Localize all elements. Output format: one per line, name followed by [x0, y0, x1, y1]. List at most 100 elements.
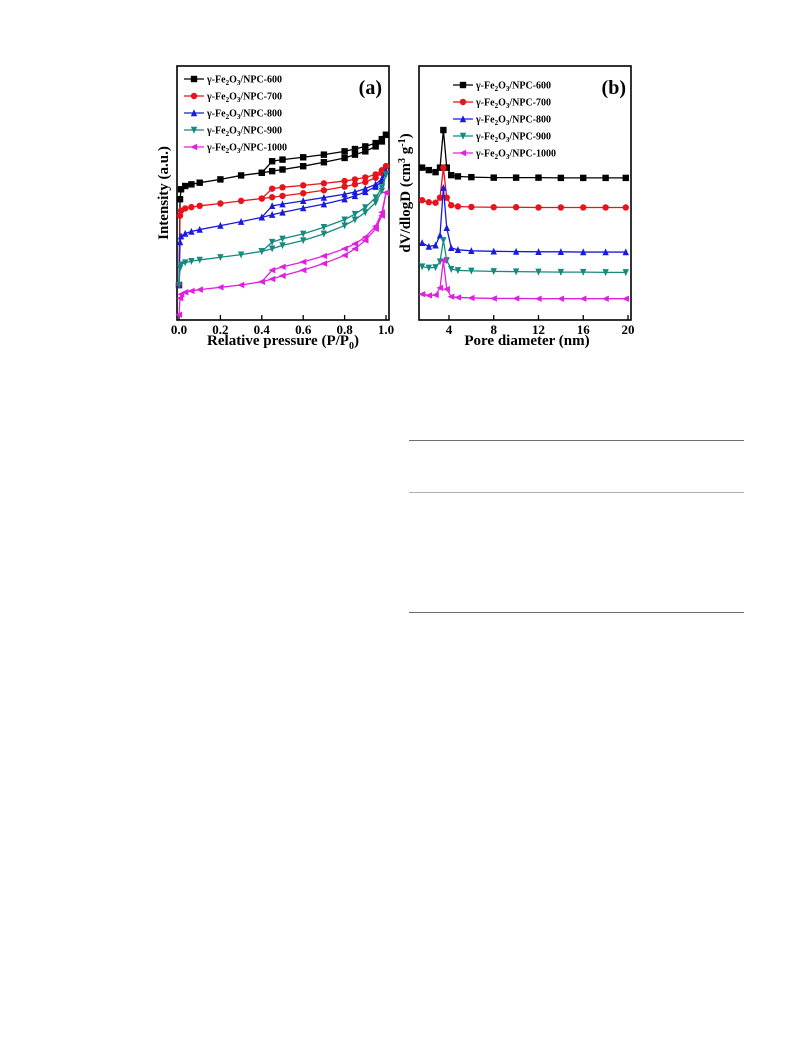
legend-entry: γ-Fe2O3/NPC-700 — [184, 92, 282, 104]
data-point — [512, 268, 520, 276]
legend-text-part: 2 — [226, 96, 230, 104]
legend-label: γ-Fe2O3/NPC-1000 — [206, 143, 287, 156]
data-point — [448, 244, 455, 252]
data-point — [268, 211, 276, 218]
data-point — [217, 254, 224, 261]
series-γ-Fe2O3/NPC-1000 — [418, 257, 629, 302]
data-point — [351, 216, 359, 224]
data-point — [268, 238, 276, 246]
data-point — [268, 158, 276, 165]
data-point — [468, 267, 475, 275]
panel-b-ylabel-end: ) — [398, 133, 414, 138]
x-tick-label: 0.6 — [295, 322, 312, 337]
panel-a-legend: γ-Fe2O3/NPC-600 γ-Fe2O3/NPC-700 γ-Fe2O3/NP… — [184, 75, 287, 156]
x-tick-label: 0.2 — [212, 322, 228, 337]
data-point — [372, 139, 379, 147]
legend-text-part: 2 — [226, 113, 230, 121]
data-point — [237, 281, 245, 289]
data-point — [279, 192, 286, 200]
data-point — [362, 143, 369, 150]
legend-text-part: 2 — [495, 136, 499, 144]
data-point — [378, 209, 386, 216]
legend-marker — [459, 81, 467, 89]
legend-text-part: O — [229, 126, 237, 137]
data-point — [341, 177, 348, 185]
data-point — [279, 166, 286, 173]
x-tick-label: 16 — [577, 322, 591, 337]
distribution-line — [421, 260, 626, 300]
data-point — [279, 184, 286, 191]
legend-text-part: γ-Fe — [475, 81, 495, 92]
data-point — [300, 204, 307, 212]
data-point — [418, 197, 426, 204]
data-point — [181, 289, 189, 296]
data-point — [418, 164, 426, 171]
x-tick-label: 0.8 — [336, 322, 353, 337]
data-point — [425, 242, 433, 250]
data-point — [448, 265, 455, 273]
data-point — [351, 181, 359, 188]
data-point — [372, 180, 379, 188]
legend-entry: γ-Fe2O3/NPC-600 — [453, 81, 551, 93]
legend-marker — [190, 109, 198, 117]
x-tick-label: 0.4 — [254, 322, 271, 337]
legend-text-part: γ-Fe — [206, 143, 226, 154]
data-point — [341, 216, 348, 224]
panel-a-xticks: 0.0 0.2 0.4 0.6 0.8 1.0 — [171, 315, 394, 337]
panel-b-ylabel: dV/dlogD (cm3 g-1) — [397, 133, 414, 252]
legend-label: γ-Fe2O3/NPC-600 — [206, 75, 282, 88]
legend-label: γ-Fe2O3/NPC-800 — [475, 115, 551, 128]
data-point — [512, 247, 520, 255]
data-point — [622, 248, 629, 256]
data-point — [176, 265, 184, 273]
legend-marker — [459, 132, 467, 140]
legend-text-part: 2 — [495, 102, 499, 110]
legend-marker — [190, 75, 198, 83]
legend-marker — [190, 126, 198, 134]
data-point — [448, 202, 455, 209]
data-point — [300, 230, 307, 238]
data-point — [177, 232, 185, 240]
data-point — [279, 208, 286, 216]
table-top-rule — [409, 440, 744, 441]
data-point — [320, 260, 328, 267]
data-point — [216, 284, 224, 291]
legend-text-part: γ-Fe — [475, 132, 495, 143]
panel-b-ylabel-mid: g — [398, 146, 414, 158]
legend-text-part: O — [498, 115, 506, 126]
panel-b: (b) dV/dlogD (cm3 g-1) Pore diameter (nm… — [397, 65, 635, 349]
data-point — [372, 194, 379, 202]
data-point — [351, 145, 359, 153]
legend-label: γ-Fe2O3/NPC-700 — [475, 98, 551, 111]
data-point — [320, 180, 328, 187]
data-point — [351, 176, 359, 183]
data-point — [279, 200, 286, 208]
data-point — [300, 154, 307, 161]
data-point — [300, 197, 307, 205]
legend-entry: γ-Fe2O3/NPC-900 — [453, 132, 551, 144]
data-point — [622, 204, 629, 211]
legend-text-part: /NPC-700 — [508, 98, 551, 109]
x-tick-label: 20 — [622, 322, 635, 337]
data-point — [268, 194, 276, 201]
data-point — [341, 148, 348, 155]
data-point — [341, 195, 348, 203]
data-point — [534, 295, 542, 302]
data-point — [622, 295, 629, 302]
data-point — [278, 272, 286, 279]
data-point — [320, 159, 328, 166]
data-point — [440, 164, 447, 171]
data-point — [436, 231, 444, 239]
panel-a-xlabel: Relative pressure (P/P0) — [207, 333, 359, 352]
data-point — [601, 295, 609, 302]
data-point — [512, 174, 520, 181]
data-point — [418, 290, 426, 298]
data-point — [443, 285, 450, 293]
data-point — [176, 295, 184, 302]
legend-entry: γ-Fe2O3/NPC-1000 — [184, 143, 287, 156]
data-point — [351, 245, 359, 252]
data-point — [535, 174, 542, 181]
legend-text-part: 3 — [506, 136, 510, 144]
legend-label: γ-Fe2O3/NPC-1000 — [475, 149, 556, 162]
legend-text-part: O — [498, 132, 506, 143]
